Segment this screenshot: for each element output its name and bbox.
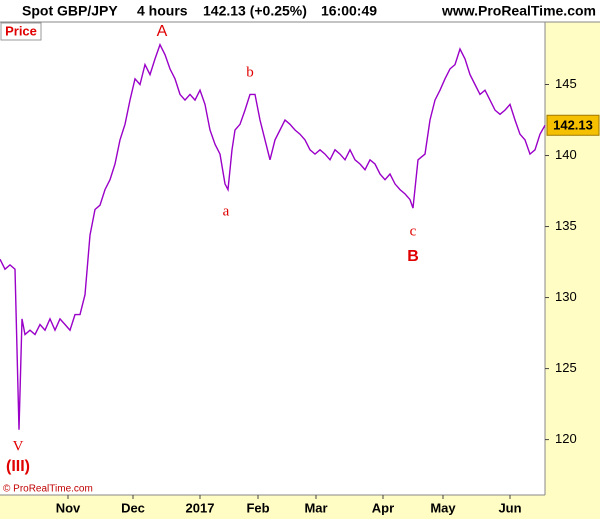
y-axis-panel: [545, 22, 600, 519]
wave-label: c: [410, 223, 417, 239]
y-tick-label: 135: [555, 218, 577, 233]
site: www.ProRealTime.com: [441, 3, 596, 19]
x-tick-label: 2017: [186, 500, 215, 515]
copyright: © ProRealTime.com: [3, 484, 93, 495]
panel-label-box: [0, 22, 42, 41]
panel-label: Price: [5, 23, 37, 38]
wave-label: b: [246, 64, 254, 80]
time: 16:00:49: [321, 3, 377, 19]
wave-label: a: [223, 203, 230, 219]
x-tick-label: May: [430, 500, 456, 515]
x-tick-label: Nov: [56, 500, 81, 515]
last-price-box: [546, 114, 600, 136]
wave-label: V: [13, 438, 24, 454]
y-tick-label: 145: [555, 76, 577, 91]
x-tick-label: Apr: [372, 500, 394, 515]
x-tick-label: Feb: [246, 500, 269, 515]
wave-label: B: [407, 248, 419, 265]
x-tick-label: Mar: [304, 500, 327, 515]
y-tick-label: 130: [555, 289, 577, 304]
y-tick-label: 125: [555, 360, 577, 375]
instrument: Spot GBP/JPY: [22, 3, 118, 19]
x-axis-panel: [0, 495, 545, 519]
wave-label: A: [157, 23, 168, 40]
wave-label: (III): [6, 458, 30, 475]
x-tick-label: Jun: [498, 500, 521, 515]
y-tick-label: 120: [555, 431, 577, 446]
x-tick-label: Dec: [121, 500, 145, 515]
quote: 142.13 (+0.25%): [203, 3, 307, 19]
y-tick-label: 140: [555, 147, 577, 162]
timeframe: 4 hours: [137, 3, 188, 19]
price-line: [0, 42, 546, 430]
last-price-label: 142.13: [553, 118, 593, 133]
